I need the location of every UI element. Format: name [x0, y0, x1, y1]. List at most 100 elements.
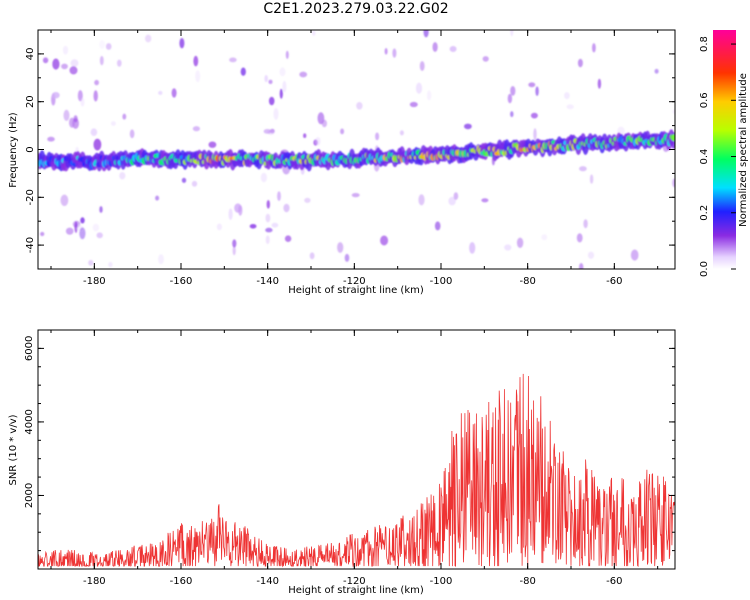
noise-blob — [208, 141, 217, 148]
noise-blob — [80, 217, 85, 224]
noise-blob — [577, 58, 583, 68]
noise-blob — [277, 191, 281, 202]
spectrogram-x-axis: -180 -160 -140 -120 -100 -80 -60 — [50, 30, 659, 287]
colorbar-label: Normalized spectral amplitude — [738, 73, 749, 227]
snr-x-axis: -180 -160 -140 -120 -100 -80 -60 — [50, 330, 659, 587]
noise-blob — [504, 244, 512, 251]
snr-y-axis-label: SNR (10 * v/v) — [8, 414, 19, 485]
snr-y-tick-label: 6000 — [24, 336, 35, 361]
noise-blob — [51, 92, 60, 99]
noise-blob — [344, 253, 350, 262]
noise-blob — [263, 129, 272, 134]
noise-blob — [271, 222, 279, 228]
noise-blob — [453, 192, 459, 200]
noise-blob — [179, 38, 185, 49]
noise-blob — [158, 254, 164, 265]
noise-blob — [117, 59, 122, 67]
noise-blob — [541, 234, 548, 241]
noise-blob — [99, 40, 105, 49]
noise-blob — [61, 63, 68, 70]
noise-blob — [340, 128, 345, 135]
noise-blob — [99, 55, 104, 66]
noise-blob — [284, 235, 292, 242]
noise-blob — [264, 75, 269, 83]
noise-blob — [105, 43, 112, 50]
noise-blob — [88, 259, 94, 266]
snr-x-axis-label: Height of straight line (km) — [288, 585, 424, 596]
noise-blob — [448, 196, 456, 206]
snr-x-tick-label: -80 — [519, 576, 535, 587]
noise-blob — [232, 245, 236, 256]
noise-blob — [380, 235, 389, 246]
spectrogram-y-tick-label: -20 — [25, 189, 36, 205]
noise-blob — [108, 261, 113, 268]
spectrogram-x-tick-label: -80 — [519, 276, 535, 287]
signal-core — [671, 134, 675, 142]
noise-blob — [399, 130, 404, 136]
noise-blob — [283, 203, 290, 213]
noise-blob — [375, 132, 380, 141]
colorbar-tick-label: 0.8 — [699, 36, 710, 52]
noise-blob — [40, 231, 45, 237]
colorbar-gradient — [713, 30, 736, 269]
spectrogram-x-tick-label: -160 — [170, 276, 193, 287]
colorbar-tick-label: 0.4 — [699, 149, 710, 165]
noise-blob — [589, 174, 594, 184]
snr-y-tick-label: 2000 — [24, 483, 35, 508]
spectrogram-x-tick-label: -140 — [256, 276, 279, 287]
noise-blob — [579, 263, 584, 269]
snr-plot-area — [38, 330, 675, 569]
noise-blob — [351, 193, 360, 198]
noise-blob — [285, 50, 289, 60]
noise-blob — [418, 194, 425, 206]
noise-blob — [63, 109, 70, 121]
noise-blob — [191, 180, 198, 187]
chart-title: C2E1.2023.279.03.22.G02 — [263, 1, 449, 17]
noise-blob — [315, 137, 321, 146]
noise-blob — [279, 88, 283, 99]
noise-blob — [409, 101, 418, 108]
noise-blob — [65, 227, 74, 235]
noise-blob — [312, 30, 316, 36]
noise-blob — [70, 59, 79, 67]
noise-blob — [304, 197, 311, 203]
spectrogram-signal-band — [38, 129, 675, 172]
noise-blob — [299, 71, 308, 78]
snr-series — [38, 373, 675, 568]
spectrogram-x-tick-label: -120 — [343, 276, 366, 287]
noise-blob — [240, 67, 246, 76]
spectrogram-heatmap — [38, 30, 675, 269]
noise-blob — [96, 232, 103, 239]
noise-blob — [321, 119, 327, 128]
noise-blob — [158, 90, 163, 95]
noise-blob — [587, 251, 595, 259]
noise-blob — [392, 48, 397, 58]
noise-blob — [592, 43, 596, 53]
noise-blob — [510, 86, 516, 96]
noise-blob — [265, 235, 270, 244]
noise-blob — [507, 93, 513, 104]
noise-blob — [630, 249, 639, 261]
noise-blob — [464, 123, 472, 130]
snr-x-tick-label: -140 — [256, 576, 279, 587]
noise-blob — [597, 78, 602, 89]
noise-blob — [60, 194, 69, 206]
noise-blob — [423, 30, 429, 38]
noise-blob — [576, 233, 583, 243]
noise-blob — [426, 90, 432, 101]
spectrogram-y-tick-label: 0 — [25, 146, 36, 152]
noise-blob — [193, 55, 199, 67]
noise-blob — [265, 227, 273, 233]
noise-blob — [268, 79, 273, 84]
colorbar: 0.0 0.2 0.4 0.6 0.8 Normalized spectral ampl… — [699, 30, 749, 277]
spectrogram-x-tick-label: -180 — [83, 276, 106, 287]
noise-blob — [260, 172, 267, 183]
snr-x-tick-label: -100 — [430, 576, 453, 587]
noise-blob — [181, 177, 187, 183]
noise-blob — [434, 221, 441, 231]
noise-blob — [145, 34, 152, 43]
snr-y-axis: 2000 4000 6000 — [24, 329, 675, 552]
spectrogram-y-tick-label: 40 — [25, 48, 36, 61]
noise-blob — [566, 104, 574, 110]
